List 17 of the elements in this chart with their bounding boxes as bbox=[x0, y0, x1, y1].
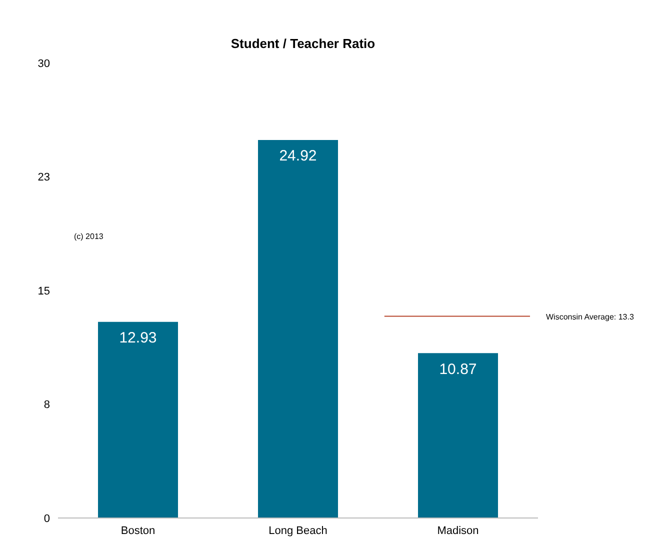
y-tick-label: 0 bbox=[44, 512, 50, 525]
data-label: 24.92 bbox=[279, 148, 317, 165]
y-tick-label: 15 bbox=[38, 285, 50, 298]
x-tick-label: Boston bbox=[120, 524, 156, 537]
x-tick-label: Long Beach bbox=[268, 524, 328, 537]
ref-line-label: Wisconsin Average: 13.3 bbox=[546, 312, 634, 322]
x-tick-label: Madison bbox=[437, 524, 479, 537]
chart-title: Student / Teacher Ratio bbox=[230, 36, 376, 51]
annotation: (c) 2013 bbox=[74, 232, 104, 241]
data-label: 12.93 bbox=[119, 330, 157, 347]
y-tick-label: 8 bbox=[44, 399, 50, 412]
y-tick-label: 23 bbox=[38, 172, 50, 184]
y-tick-label: 30 bbox=[38, 58, 50, 70]
bar bbox=[418, 353, 498, 518]
bar bbox=[258, 140, 338, 518]
data-label: 10.87 bbox=[439, 360, 477, 378]
bar bbox=[98, 322, 178, 518]
